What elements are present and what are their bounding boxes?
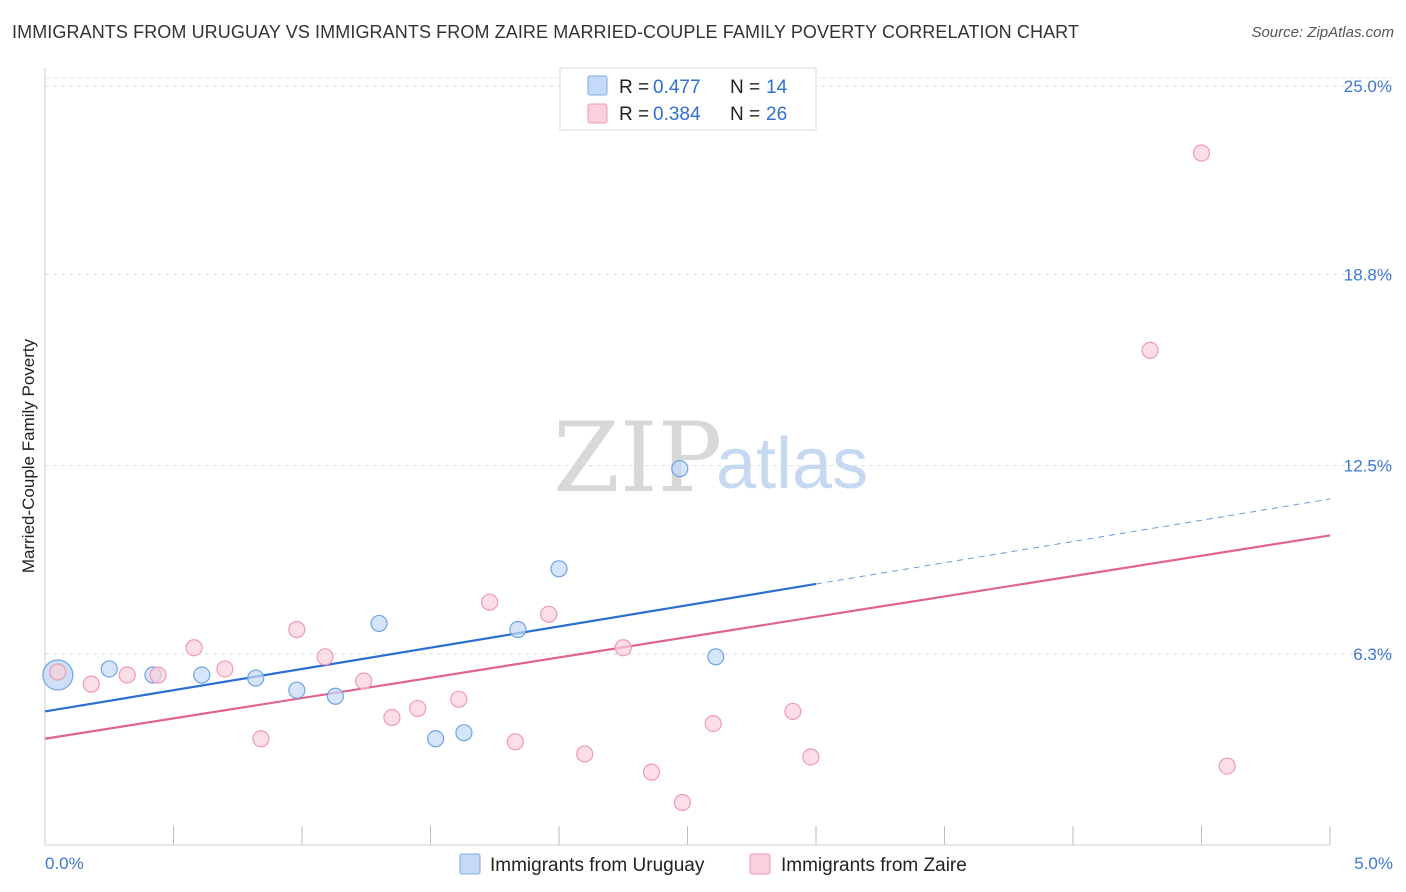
source-credit: Source: ZipAtlas.com xyxy=(1251,24,1394,41)
uruguay-point xyxy=(707,648,725,666)
y-tick-labels: 6.3% 12.5% 18.8% 25.0% xyxy=(1344,77,1392,664)
watermark: ZIP atlas xyxy=(553,402,868,514)
series-legend: Immigrants from Uruguay Immigrants from … xyxy=(459,853,967,876)
zaire-point xyxy=(185,639,203,657)
uruguay-point xyxy=(326,687,345,705)
legend-swatch-uruguay xyxy=(587,75,608,96)
uruguay-point xyxy=(247,669,265,687)
x-tick-label: 0.0% xyxy=(45,854,84,873)
legend-row-zaire: R = 0.384 N = 26 xyxy=(587,103,787,125)
zaire-point xyxy=(355,672,373,690)
zaire-point xyxy=(288,620,306,639)
zaire-point xyxy=(118,666,136,684)
y-tick-label: 6.3% xyxy=(1353,645,1392,664)
chart-title: IMMIGRANTS FROM URUGUAY VS IMMIGRANTS FR… xyxy=(12,22,1080,42)
uruguay-trend-extension xyxy=(815,498,1331,585)
y-tick-label: 12.5% xyxy=(1344,457,1392,476)
zaire-point xyxy=(409,699,427,718)
zaire-point xyxy=(784,702,802,721)
zaire-point xyxy=(704,714,722,733)
uruguay-point xyxy=(671,460,689,478)
uruguay-point xyxy=(550,560,568,578)
uruguay-trend-line xyxy=(44,582,817,713)
zaire-point xyxy=(316,648,334,666)
uruguay-point xyxy=(455,724,473,742)
series-legend-label-uruguay: Immigrants from Uruguay xyxy=(490,855,705,876)
zaire-point xyxy=(614,639,632,657)
legend-r-value: 0.477 xyxy=(653,77,701,98)
legend-n-label: N = xyxy=(730,77,760,98)
zaire-point xyxy=(1192,144,1211,162)
zaire-point xyxy=(252,730,270,748)
zaire-point xyxy=(540,605,558,623)
x-tick-labels: 0.0% 5.0% xyxy=(45,854,1393,873)
x-tick-label: 5.0% xyxy=(1354,854,1393,873)
series-legend-swatch-uruguay xyxy=(459,853,481,875)
legend-r-value: 0.384 xyxy=(653,104,701,125)
uruguay-point xyxy=(509,620,527,639)
uruguay-point xyxy=(370,614,388,633)
zaire-point xyxy=(1141,341,1159,359)
legend-row-uruguay: R = 0.477 N = 14 xyxy=(587,75,788,98)
zaire-point xyxy=(149,666,167,684)
series-legend-label-zaire: Immigrants from Zaire xyxy=(781,855,967,876)
zaire-point xyxy=(673,793,691,812)
legend-r-label: R = xyxy=(619,77,649,98)
legend-n-value: 26 xyxy=(766,104,787,125)
watermark-zip: ZIP xyxy=(553,402,722,514)
watermark-atlas: atlas xyxy=(716,424,868,504)
y-tick-label: 18.8% xyxy=(1344,265,1392,284)
trend-lines xyxy=(44,498,1331,740)
y-tick-label: 25.0% xyxy=(1344,77,1392,96)
zaire-point xyxy=(506,733,524,751)
y-axis-title: Married-Couple Family Poverty xyxy=(19,338,38,573)
axes xyxy=(44,68,1330,846)
legend-n-label: N = xyxy=(730,104,760,125)
series-legend-swatch-zaire xyxy=(749,853,771,875)
zaire-point xyxy=(216,660,234,678)
zaire-point xyxy=(383,708,401,727)
legend-n-value: 14 xyxy=(766,77,788,98)
zaire-point xyxy=(481,593,499,611)
data-points xyxy=(42,144,1236,812)
zaire-trend-line xyxy=(44,534,1331,740)
zaire-point xyxy=(802,748,820,766)
legend-r-label: R = xyxy=(619,104,649,125)
uruguay-point xyxy=(193,666,211,684)
zaire-point xyxy=(576,745,594,763)
uruguay-point xyxy=(100,660,118,678)
uruguay-point xyxy=(427,730,445,748)
uruguay-point xyxy=(288,681,306,699)
zaire-point xyxy=(82,675,100,693)
zaire-point xyxy=(450,690,468,708)
zaire-point xyxy=(1218,757,1236,775)
correlation-legend: R = 0.477 N = 14 R = 0.384 N = 26 xyxy=(559,67,817,131)
zaire-point xyxy=(49,663,67,681)
legend-swatch-zaire xyxy=(587,103,608,124)
zaire-point xyxy=(642,763,661,781)
